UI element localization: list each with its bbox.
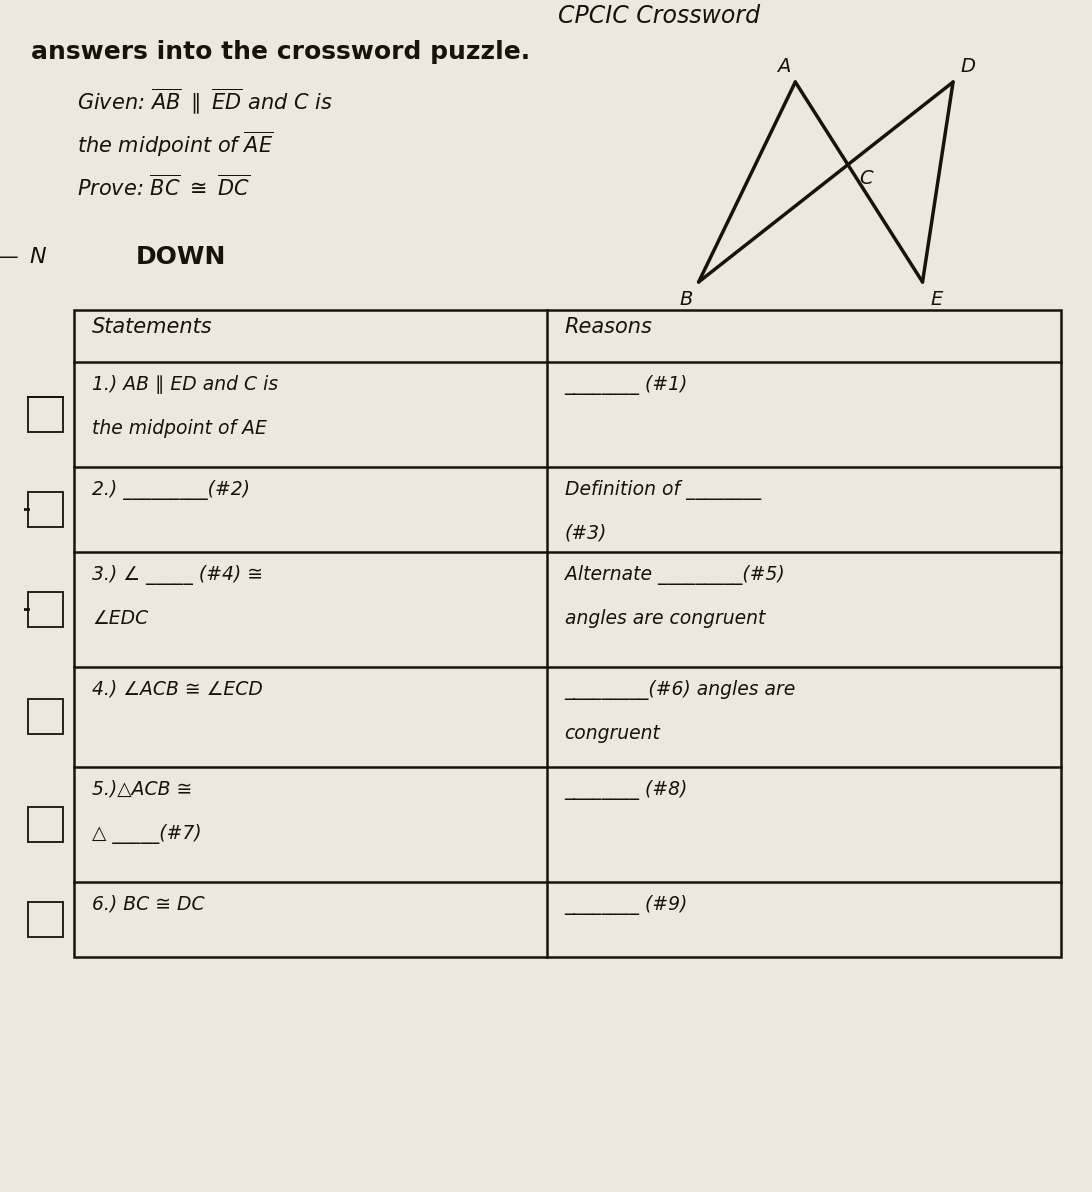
Text: Prove: $\overline{BC}$ $\cong$ $\overline{DC}$: Prove: $\overline{BC}$ $\cong$ $\overlin… [78, 174, 250, 199]
Text: (#3): (#3) [565, 524, 607, 544]
Text: Definition of ________: Definition of ________ [565, 480, 761, 499]
Text: angles are congruent: angles are congruent [565, 609, 765, 628]
Text: answers into the crossword puzzle.: answers into the crossword puzzle. [32, 41, 531, 64]
Text: E: E [930, 290, 942, 309]
Bar [28, 807, 62, 842]
Bar [28, 700, 62, 734]
Text: 3.) ∠ _____ (#4) ≅: 3.) ∠ _____ (#4) ≅ [92, 565, 263, 585]
Text: ________ (#9): ________ (#9) [565, 895, 688, 915]
Text: C: C [859, 168, 874, 187]
Text: the midpoint of AE: the midpoint of AE [92, 420, 266, 437]
Text: B: B [679, 290, 692, 309]
Text: 5.)△ACB ≅: 5.)△ACB ≅ [92, 780, 192, 799]
Bar [28, 492, 62, 527]
Bar [74, 310, 1060, 957]
Bar [28, 592, 62, 627]
Text: Given: $\overline{AB}$ $\parallel$ $\overline{ED}$ and C is: Given: $\overline{AB}$ $\parallel$ $\ove… [78, 87, 333, 117]
Text: 4.) ∠ACB ≅ ∠ECD: 4.) ∠ACB ≅ ∠ECD [92, 679, 263, 699]
Text: ________ (#8): ________ (#8) [565, 780, 688, 800]
Text: 6.) BC ≅ DC: 6.) BC ≅ DC [92, 895, 204, 914]
Text: N: N [29, 247, 46, 267]
Text: DOWN: DOWN [136, 246, 226, 269]
Text: Reasons: Reasons [565, 317, 653, 337]
Text: △ _____(#7): △ _____(#7) [92, 824, 202, 844]
Text: 1.) AB ∥ ED and C is: 1.) AB ∥ ED and C is [92, 375, 278, 395]
Text: congruent: congruent [565, 724, 661, 743]
Text: CPCIC Crossword: CPCIC Crossword [558, 4, 760, 27]
Text: Alternate _________(#5): Alternate _________(#5) [565, 565, 784, 585]
Text: 2.) _________(#2): 2.) _________(#2) [92, 480, 250, 499]
Bar [28, 902, 62, 937]
Text: D: D [961, 57, 976, 76]
Text: Statements: Statements [92, 317, 213, 337]
Bar [28, 397, 62, 432]
Text: A: A [778, 57, 791, 76]
Text: _________(#6) angles are: _________(#6) angles are [565, 679, 796, 700]
Text: ________ (#1): ________ (#1) [565, 375, 688, 395]
Text: ∠EDC: ∠EDC [92, 609, 149, 628]
Text: the midpoint of $\overline{AE}$: the midpoint of $\overline{AE}$ [78, 130, 274, 160]
Text: —: — [0, 248, 19, 267]
